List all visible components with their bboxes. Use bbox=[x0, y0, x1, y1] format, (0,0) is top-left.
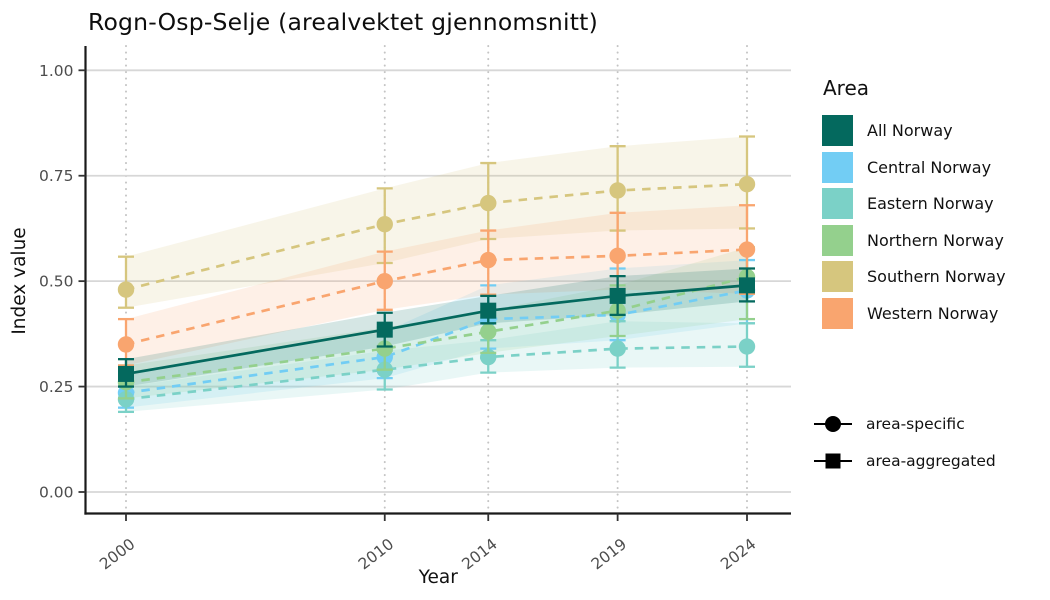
legend-swatch-western-norway bbox=[822, 297, 853, 329]
area-legend-title: Area bbox=[823, 76, 870, 100]
legend-swatch-central-norway bbox=[822, 151, 853, 183]
x-tick-label: 2019 bbox=[588, 535, 630, 573]
area-legend-items: All Norway Central Norway Eastern Norway No… bbox=[822, 115, 1047, 329]
legend-item-central-norway: Central Norway bbox=[822, 151, 1047, 183]
marker-legend-items: area-specific area-aggregated bbox=[814, 409, 1044, 476]
marker-eastern-norway bbox=[609, 340, 626, 357]
marker-all-norway bbox=[376, 321, 393, 338]
legend-label-eastern-norway: Eastern Norway bbox=[867, 194, 994, 213]
legend-swatch-southern-norway bbox=[822, 261, 853, 292]
marker-southern-norway bbox=[376, 216, 393, 233]
marker-northern-norway bbox=[376, 340, 393, 357]
ribbon-southern-norway bbox=[126, 136, 747, 308]
series-line-northern-norway bbox=[125, 275, 748, 384]
marker-southern-norway bbox=[738, 175, 756, 193]
area-legend: Area All Norway Central Norway Eastern Nor… bbox=[822, 76, 1047, 334]
marker-western-norway bbox=[480, 251, 497, 269]
marker-eastern-norway bbox=[738, 338, 756, 355]
ribbon-eastern-norway bbox=[126, 321, 747, 412]
marker-western-norway bbox=[117, 336, 135, 353]
y-tick-label: 0.25 bbox=[39, 378, 74, 396]
marker-western-norway bbox=[609, 247, 626, 265]
x-tick-label: 2000 bbox=[96, 535, 138, 573]
legend-swatch-northern-norway bbox=[822, 224, 853, 256]
marker-southern-norway bbox=[117, 281, 135, 298]
y-tick-label: 0.75 bbox=[39, 167, 74, 185]
glyph-shape-circle bbox=[825, 416, 841, 432]
legend-label-central-norway: Central Norway bbox=[867, 157, 992, 177]
y-tick-label: 0.00 bbox=[39, 484, 74, 502]
marker-northern-norway bbox=[480, 323, 497, 340]
x-tick-label: 2010 bbox=[355, 535, 397, 573]
x-axis-title: Year bbox=[418, 567, 459, 588]
y-axis-title: Index value bbox=[9, 227, 30, 334]
circle-marker-icon bbox=[814, 409, 852, 439]
legend-swatch-eastern-norway bbox=[822, 188, 853, 219]
series-line-central-norway bbox=[125, 289, 748, 395]
legend-item-northern-norway: Northern Norway bbox=[822, 224, 1047, 256]
marker-all-norway bbox=[118, 365, 134, 382]
legend-label-area-aggregated: area-aggregated bbox=[866, 452, 996, 470]
series-line-western-norway bbox=[125, 248, 748, 346]
legend-label-northern-norway: Northern Norway bbox=[867, 230, 1004, 250]
legend-label-southern-norway: Southern Norway bbox=[867, 267, 1006, 286]
marker-western-norway bbox=[738, 241, 756, 258]
ribbon-northern-norway bbox=[126, 247, 747, 399]
legend-label-area-specific: area-specific bbox=[866, 415, 965, 433]
legend-label-all-norway: All Norway bbox=[867, 121, 953, 140]
marker-all-norway bbox=[739, 277, 755, 294]
marker-legend: area-specific area-aggregated bbox=[814, 409, 1044, 483]
marker-southern-norway bbox=[480, 194, 497, 212]
square-marker-icon bbox=[814, 446, 852, 476]
marker-southern-norway bbox=[609, 182, 626, 199]
legend-item-southern-norway: Southern Norway bbox=[822, 261, 1047, 292]
legend-label-western-norway: Western Norway bbox=[867, 303, 999, 323]
marker-all-norway bbox=[480, 302, 497, 319]
legend-item-area-specific: area-specific bbox=[814, 409, 1044, 439]
marker-all-norway bbox=[609, 287, 626, 304]
legend-item-all-norway: All Norway bbox=[822, 115, 1047, 146]
ribbon-western-norway bbox=[126, 205, 747, 366]
y-tick-label: 1.00 bbox=[39, 62, 74, 80]
legend-item-area-aggregated: area-aggregated bbox=[814, 446, 1044, 476]
x-tick-label: 2014 bbox=[459, 535, 501, 573]
chart-title: Rogn-Osp-Selje (arealvektet gjennomsnitt… bbox=[88, 8, 598, 36]
legend-item-western-norway: Western Norway bbox=[822, 297, 1047, 329]
marker-western-norway bbox=[376, 272, 393, 290]
y-tick-label: 0.50 bbox=[39, 273, 74, 291]
glyph-shape-square bbox=[825, 453, 841, 469]
legend-swatch-all-norway bbox=[822, 115, 853, 146]
legend-item-eastern-norway: Eastern Norway bbox=[822, 188, 1047, 219]
x-tick-label: 2024 bbox=[717, 535, 759, 573]
